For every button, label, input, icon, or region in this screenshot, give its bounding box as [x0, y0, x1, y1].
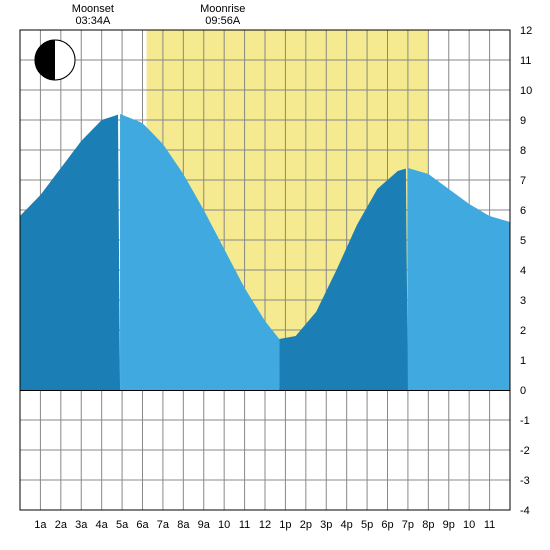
tide-segment-0 — [20, 115, 120, 390]
x-tick-label: 1a — [34, 519, 47, 531]
y-tick-label: 6 — [520, 205, 526, 217]
x-tick-label: 10 — [463, 519, 475, 531]
y-tick-label: 9 — [520, 115, 526, 127]
y-tick-label: 5 — [520, 235, 526, 247]
x-tick-label: 9p — [443, 519, 455, 531]
x-tick-label: 1p — [279, 519, 291, 531]
y-tick-label: 4 — [520, 265, 526, 277]
y-tick-label: 2 — [520, 325, 526, 337]
x-tick-label: 7p — [402, 519, 414, 531]
x-tick-label: 3p — [320, 519, 332, 531]
x-tick-label: 4p — [341, 519, 353, 531]
y-tick-label: 10 — [520, 85, 532, 97]
y-tick-label: -3 — [520, 475, 530, 487]
x-tick-label: 6p — [381, 519, 393, 531]
x-tick-label: 12 — [259, 519, 271, 531]
y-tick-label: 3 — [520, 295, 526, 307]
x-tick-label: 3a — [75, 519, 88, 531]
tide-chart: 1a2a3a4a5a6a7a8a9a1011121p2p3p4p5p6p7p8p… — [0, 0, 550, 550]
y-tick-label: 0 — [520, 385, 526, 397]
x-tick-label: 8a — [177, 519, 190, 531]
y-tick-label: -4 — [520, 505, 530, 517]
moonrise-label: Moonrise — [200, 3, 245, 15]
x-tick-label: 7a — [157, 519, 170, 531]
moonset-label: Moonset — [72, 3, 114, 15]
x-tick-label: 4a — [96, 519, 109, 531]
y-tick-label: -2 — [520, 445, 530, 457]
y-tick-label: 12 — [520, 25, 532, 37]
x-tick-label: 8p — [422, 519, 434, 531]
x-tick-label: 2p — [300, 519, 312, 531]
x-tick-label: 5a — [116, 519, 129, 531]
x-tick-label: 11 — [484, 519, 495, 531]
y-tick-label: 11 — [520, 55, 531, 67]
x-tick-label: 2a — [55, 519, 68, 531]
y-tick-label: 7 — [520, 175, 526, 187]
moonset-time: 03:34A — [75, 15, 111, 27]
x-tick-label: 10 — [218, 519, 230, 531]
moon-lit-half — [55, 40, 75, 80]
y-tick-label: 8 — [520, 145, 526, 157]
y-tick-label: -1 — [520, 415, 530, 427]
x-tick-label: 9a — [198, 519, 211, 531]
x-tick-label: 6a — [136, 519, 149, 531]
tide-segment-3 — [408, 168, 510, 390]
x-tick-label: 11 — [239, 519, 250, 531]
y-tick-label: 1 — [520, 355, 526, 367]
moonrise-time: 09:56A — [205, 15, 241, 27]
x-tick-label: 5p — [361, 519, 373, 531]
